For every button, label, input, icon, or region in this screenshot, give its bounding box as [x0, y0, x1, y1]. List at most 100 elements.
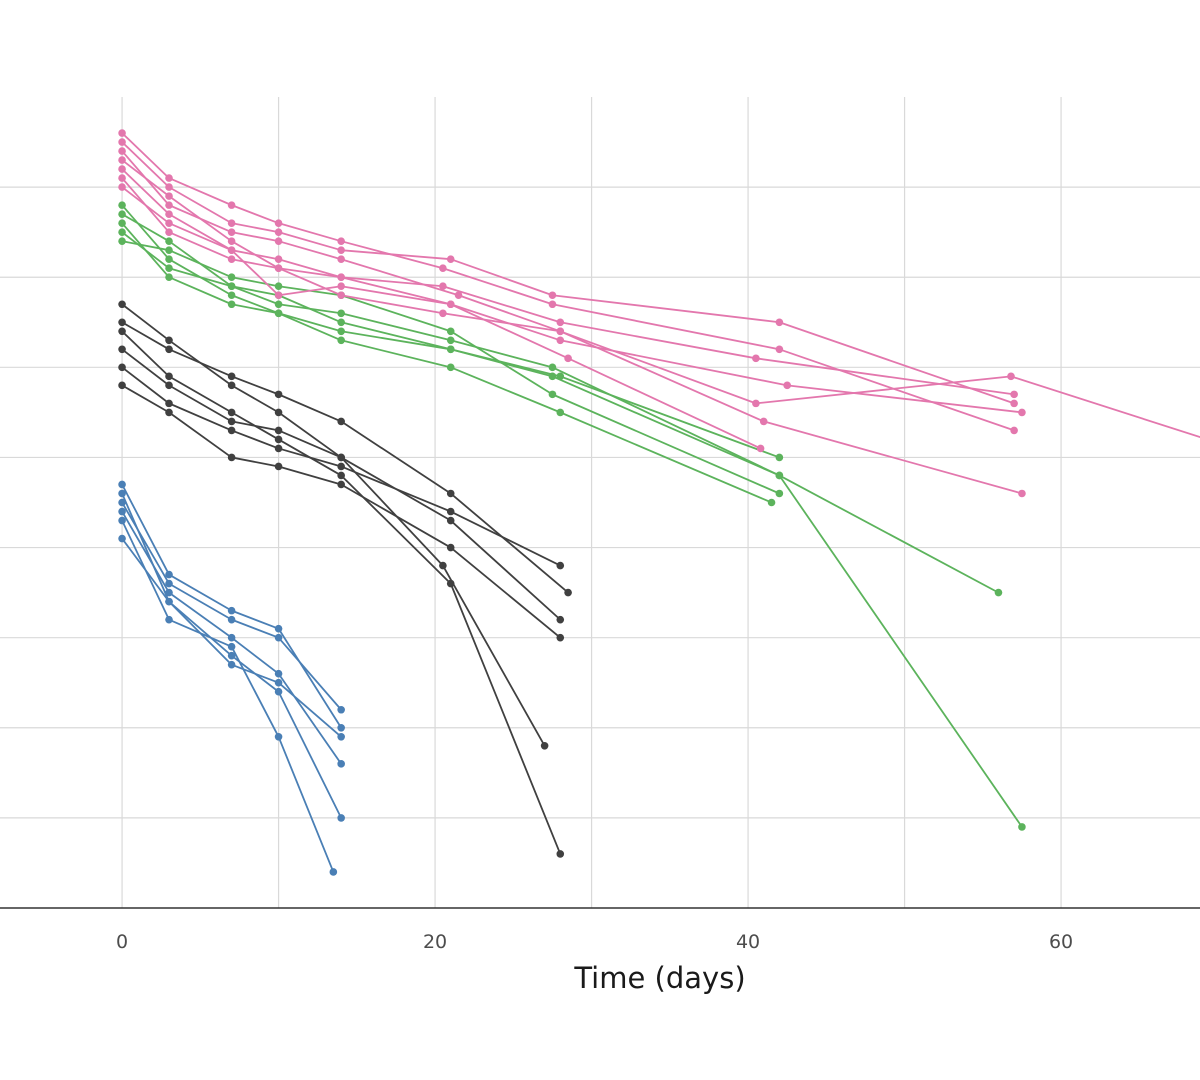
- grid-lines: [0, 97, 1200, 908]
- series-line: [121, 520, 335, 873]
- data-point: [227, 273, 236, 282]
- x-tick-label: 40: [736, 931, 760, 953]
- data-point: [227, 381, 236, 390]
- data-point: [337, 273, 345, 282]
- series-lines: [118, 129, 1200, 876]
- data-point: [118, 363, 126, 372]
- data-point: [439, 282, 447, 291]
- data-point: [548, 372, 557, 381]
- data-point: [446, 300, 455, 309]
- series-blue: [118, 480, 345, 732]
- series-dark: [118, 318, 572, 597]
- data-point: [274, 228, 283, 236]
- series-pink: [118, 183, 765, 453]
- data-point: [165, 372, 173, 381]
- series-pink: [118, 147, 1026, 498]
- x-tick-label: 60: [1049, 931, 1073, 953]
- series-dark: [118, 381, 565, 642]
- series-blue: [118, 516, 338, 876]
- data-point: [775, 471, 784, 480]
- data-point: [783, 381, 791, 390]
- data-point: [1010, 390, 1018, 399]
- data-point: [337, 246, 345, 254]
- data-point: [227, 642, 236, 651]
- data-point: [439, 561, 447, 570]
- data-point: [118, 516, 126, 525]
- data-point: [274, 309, 283, 318]
- data-point: [118, 138, 126, 146]
- data-point: [165, 183, 173, 191]
- data-point: [118, 498, 126, 507]
- series-line: [121, 231, 1023, 828]
- x-axis-title: Time (days): [573, 961, 745, 995]
- series-line: [121, 159, 1023, 414]
- data-point: [337, 453, 345, 462]
- data-point: [274, 390, 283, 399]
- data-point: [756, 444, 765, 453]
- data-point: [165, 273, 173, 282]
- data-point: [337, 705, 345, 714]
- data-point: [165, 264, 173, 273]
- data-point: [165, 255, 173, 263]
- data-point: [337, 318, 345, 327]
- data-point: [165, 246, 173, 254]
- data-point: [165, 615, 173, 624]
- data-point: [165, 579, 173, 588]
- data-point: [775, 453, 784, 462]
- data-point: [227, 606, 236, 615]
- data-point: [1018, 489, 1026, 498]
- data-point: [1007, 372, 1015, 381]
- data-point: [446, 543, 455, 552]
- data-point: [337, 327, 345, 336]
- data-point: [274, 669, 283, 678]
- data-point: [337, 732, 345, 741]
- data-point: [1018, 823, 1026, 831]
- data-point: [752, 354, 760, 363]
- data-point: [556, 850, 565, 858]
- data-point: [118, 156, 126, 164]
- data-point: [767, 498, 776, 507]
- series-line: [121, 484, 342, 729]
- data-point: [165, 597, 173, 606]
- series-line: [121, 222, 772, 504]
- data-point: [274, 633, 283, 642]
- data-point: [165, 336, 173, 345]
- data-point: [118, 345, 126, 354]
- data-point: [227, 417, 236, 426]
- data-point: [994, 588, 1003, 597]
- data-point: [337, 417, 345, 426]
- data-point: [274, 219, 283, 227]
- data-point: [446, 579, 455, 588]
- series-dark: [118, 327, 565, 858]
- data-point: [775, 489, 784, 498]
- series-line: [121, 330, 562, 855]
- x-tick-label: 20: [423, 931, 447, 953]
- series-green: [118, 201, 1003, 597]
- series-blue: [118, 489, 345, 822]
- data-point: [548, 300, 557, 309]
- data-point: [227, 219, 236, 227]
- data-point: [556, 633, 565, 642]
- x-tick-label: 0: [116, 931, 128, 953]
- data-point: [165, 219, 173, 227]
- data-point: [752, 399, 760, 408]
- data-point: [337, 282, 345, 291]
- data-point: [165, 570, 173, 579]
- data-point: [446, 336, 455, 345]
- data-point: [556, 561, 565, 570]
- data-point: [274, 444, 283, 453]
- data-point: [118, 210, 126, 218]
- data-point: [337, 471, 345, 480]
- series-green: [118, 228, 1026, 831]
- data-point: [274, 435, 283, 444]
- data-point: [454, 291, 463, 300]
- data-point: [775, 345, 784, 354]
- data-point: [274, 624, 283, 633]
- data-point: [337, 480, 345, 489]
- data-point: [564, 354, 572, 363]
- x-tick-labels: 0 20 40 60: [116, 931, 1073, 953]
- series-line: [121, 502, 342, 711]
- data-point: [227, 300, 236, 309]
- data-point: [329, 868, 338, 876]
